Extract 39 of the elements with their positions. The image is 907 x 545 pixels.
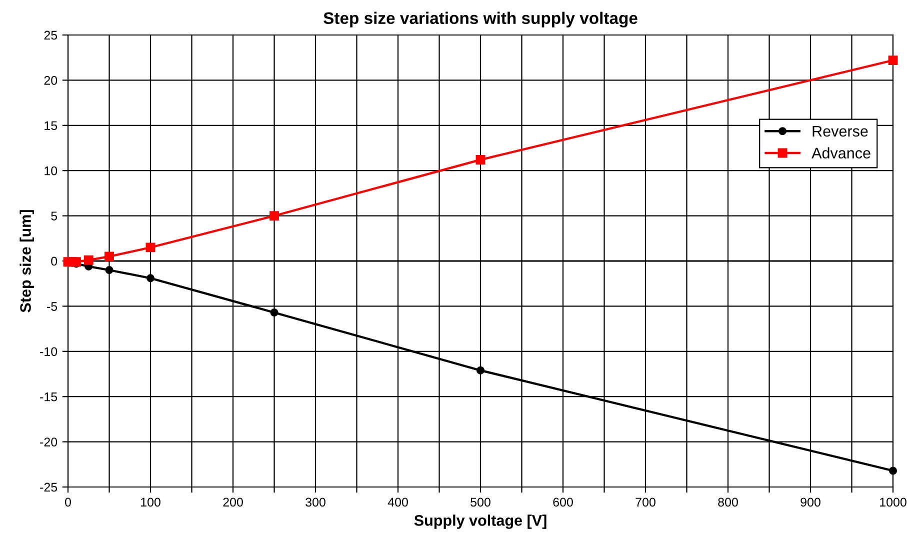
point xyxy=(146,274,155,282)
legend-label: Advance xyxy=(812,147,870,159)
chart-title: Step size variations with supply voltage xyxy=(324,12,638,28)
x-tick-label: 600 xyxy=(553,498,573,507)
y-tick-label: -5 xyxy=(47,302,58,311)
point xyxy=(146,242,156,252)
y-tick-label: -20 xyxy=(40,438,58,446)
x-tick-label: 0 xyxy=(65,498,71,507)
point xyxy=(105,266,114,274)
point xyxy=(888,56,898,66)
y-tick-label: 5 xyxy=(51,212,58,220)
x-tick-label: 400 xyxy=(388,498,408,507)
y-tick-label: 15 xyxy=(44,121,58,130)
point xyxy=(476,155,486,164)
x-tick-label: 800 xyxy=(718,498,738,507)
point xyxy=(476,366,485,374)
y-tick-label: -25 xyxy=(40,482,58,492)
x-tick-label: 300 xyxy=(306,498,326,507)
point xyxy=(270,211,279,221)
y-tick-label: 10 xyxy=(44,166,58,176)
point xyxy=(72,257,81,267)
x-tick-label: 500 xyxy=(470,498,490,507)
point xyxy=(84,255,94,265)
x-tick-label: 900 xyxy=(800,498,820,507)
x-tick-label: 100 xyxy=(141,498,160,507)
legend-label: Reverse xyxy=(812,126,868,137)
y-tick-label: 25 xyxy=(44,30,58,40)
x-tick-label: 700 xyxy=(636,498,656,507)
y-axis-title: Step size [um] xyxy=(20,210,34,312)
x-tick-label: 200 xyxy=(223,498,243,507)
y-tick-label: -10 xyxy=(40,347,58,356)
y-tick-label: 0 xyxy=(51,256,58,266)
point xyxy=(270,308,278,317)
point xyxy=(104,252,114,262)
y-tick-label: -15 xyxy=(40,392,58,402)
y-tick-label: 20 xyxy=(44,76,58,85)
point xyxy=(888,466,898,475)
x-axis-title: Supply voltage [V] xyxy=(414,514,546,529)
x-tick-label: 1000 xyxy=(880,498,906,507)
